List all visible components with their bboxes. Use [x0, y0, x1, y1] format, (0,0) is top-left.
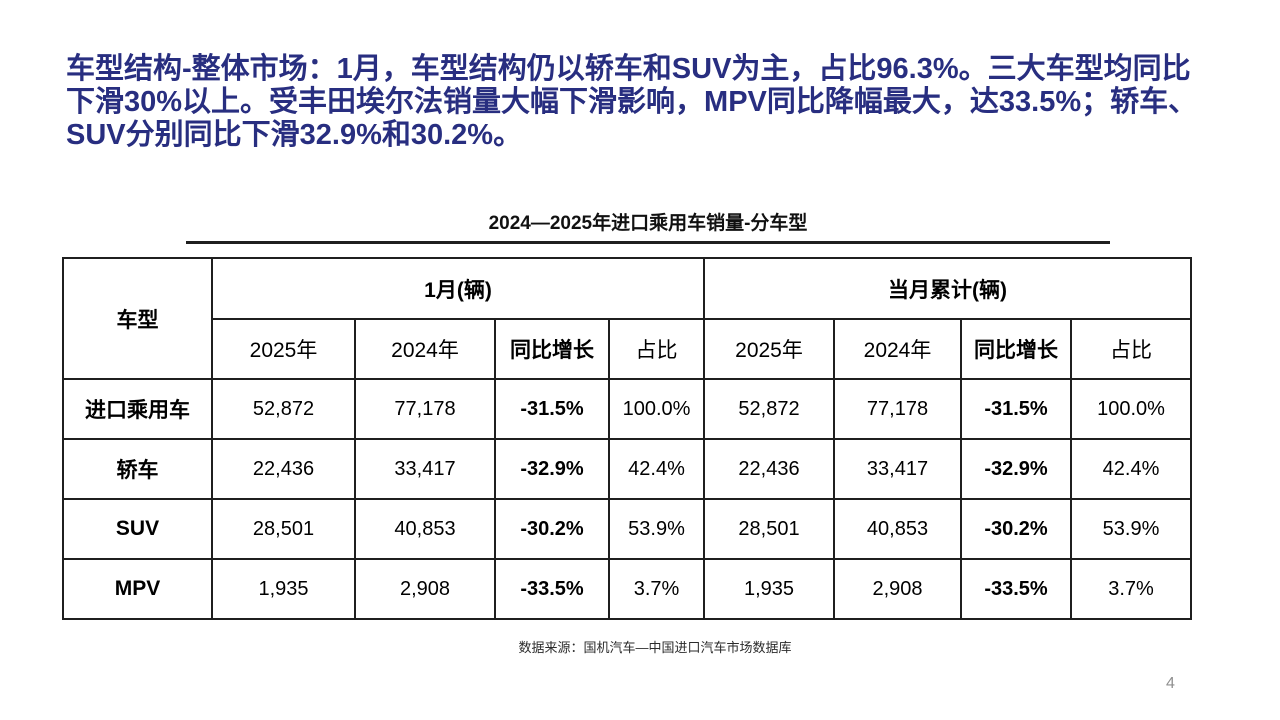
cell-cum-2025: 52,872 — [703, 378, 835, 440]
cell-jan-2024: 77,178 — [354, 378, 496, 440]
sub-header-jan-2025: 2025年 — [211, 318, 356, 380]
cell-jan-yoy: -31.5% — [494, 378, 610, 440]
cell-cum-share: 100.0% — [1070, 378, 1192, 440]
page-number: 4 — [1166, 675, 1175, 692]
cell-cum-yoy: -32.9% — [960, 438, 1072, 500]
cell-cum-2025: 1,935 — [703, 558, 835, 620]
cell-jan-share: 42.4% — [608, 438, 705, 500]
slide-title-line-1: 车型结构-整体市场：1月，车型结构仍以轿车和SUV为主，占比96.3%。三大车型… — [66, 53, 1191, 85]
cell-jan-2024: 2,908 — [354, 558, 496, 620]
table-caption: 2024—2025年进口乘用车销量-分车型 — [488, 213, 808, 234]
cell-cum-yoy: -33.5% — [960, 558, 1072, 620]
sub-header-cum-share: 占比 — [1070, 318, 1192, 380]
sales-table: 车型 1月(辆) 当月累计(辆) 2025年 2024年 同比增长 占比 202… — [62, 257, 1192, 620]
cell-cum-yoy: -30.2% — [960, 498, 1072, 560]
caption-underline — [186, 241, 1110, 244]
group-header-month-cumulative: 当月累计(辆) — [703, 257, 1192, 320]
cell-jan-2025: 22,436 — [211, 438, 356, 500]
cell-cum-2024: 77,178 — [833, 378, 962, 440]
table-group-header-row: 车型 1月(辆) 当月累计(辆) — [62, 257, 1192, 380]
sub-header-jan-yoy: 同比增长 — [494, 318, 610, 380]
data-source-note: 数据来源：国机汽车—中国进口汽车市场数据库 — [518, 640, 792, 655]
table-row-mpv: MPV 1,935 2,908 -33.5% 3.7% 1,935 2,908 … — [62, 558, 1192, 620]
cell-cum-2024: 40,853 — [833, 498, 962, 560]
table-row-sedan: 轿车 22,436 33,417 -32.9% 42.4% 22,436 33,… — [62, 438, 1192, 500]
cell-cum-2024: 2,908 — [833, 558, 962, 620]
cell-jan-2025: 28,501 — [211, 498, 356, 560]
cell-jan-share: 53.9% — [608, 498, 705, 560]
cell-jan-2024: 33,417 — [354, 438, 496, 500]
cell-jan-yoy: -32.9% — [494, 438, 610, 500]
table-row-suv: SUV 28,501 40,853 -30.2% 53.9% 28,501 40… — [62, 498, 1192, 560]
cell-cum-share: 3.7% — [1070, 558, 1192, 620]
cell-jan-share: 100.0% — [608, 378, 705, 440]
row-label: SUV — [62, 498, 213, 560]
cell-cum-2025: 22,436 — [703, 438, 835, 500]
row-label: MPV — [62, 558, 213, 620]
cell-jan-yoy: -33.5% — [494, 558, 610, 620]
cell-jan-2025: 1,935 — [211, 558, 356, 620]
slide-title: 车型结构-整体市场：1月，车型结构仍以轿车和SUV为主，占比96.3%。三大车型… — [66, 53, 1206, 152]
group-header-january: 1月(辆) — [211, 257, 705, 320]
cell-cum-share: 53.9% — [1070, 498, 1192, 560]
sub-header-cum-2024: 2024年 — [833, 318, 962, 380]
sub-header-cum-yoy: 同比增长 — [960, 318, 1072, 380]
cell-cum-share: 42.4% — [1070, 438, 1192, 500]
cell-jan-yoy: -30.2% — [494, 498, 610, 560]
cell-cum-yoy: -31.5% — [960, 378, 1072, 440]
sub-header-jan-share: 占比 — [608, 318, 705, 380]
cell-cum-2024: 33,417 — [833, 438, 962, 500]
slide-title-line-2: 下滑30%以上。受丰田埃尔法销量大幅下滑影响，MPV同比降幅最大，达33.5%；… — [66, 86, 1198, 118]
table-row-imported-passenger-vehicles: 进口乘用车 52,872 77,178 -31.5% 100.0% 52,872… — [62, 378, 1192, 440]
table-sub-header-row: 2025年 2024年 同比增长 占比 2025年 2024年 同比增长 占比 — [63, 318, 1192, 380]
row-label: 进口乘用车 — [62, 378, 213, 440]
sub-header-cum-2025: 2025年 — [703, 318, 835, 380]
corner-header-vehicle-type: 车型 — [62, 257, 213, 380]
slide-title-line-3: SUV分别同比下滑32.9%和30.2%。 — [66, 119, 523, 151]
cell-jan-2025: 52,872 — [211, 378, 356, 440]
cell-jan-share: 3.7% — [608, 558, 705, 620]
cell-jan-2024: 40,853 — [354, 498, 496, 560]
row-label: 轿车 — [62, 438, 213, 500]
cell-cum-2025: 28,501 — [703, 498, 835, 560]
sub-header-jan-2024: 2024年 — [354, 318, 496, 380]
